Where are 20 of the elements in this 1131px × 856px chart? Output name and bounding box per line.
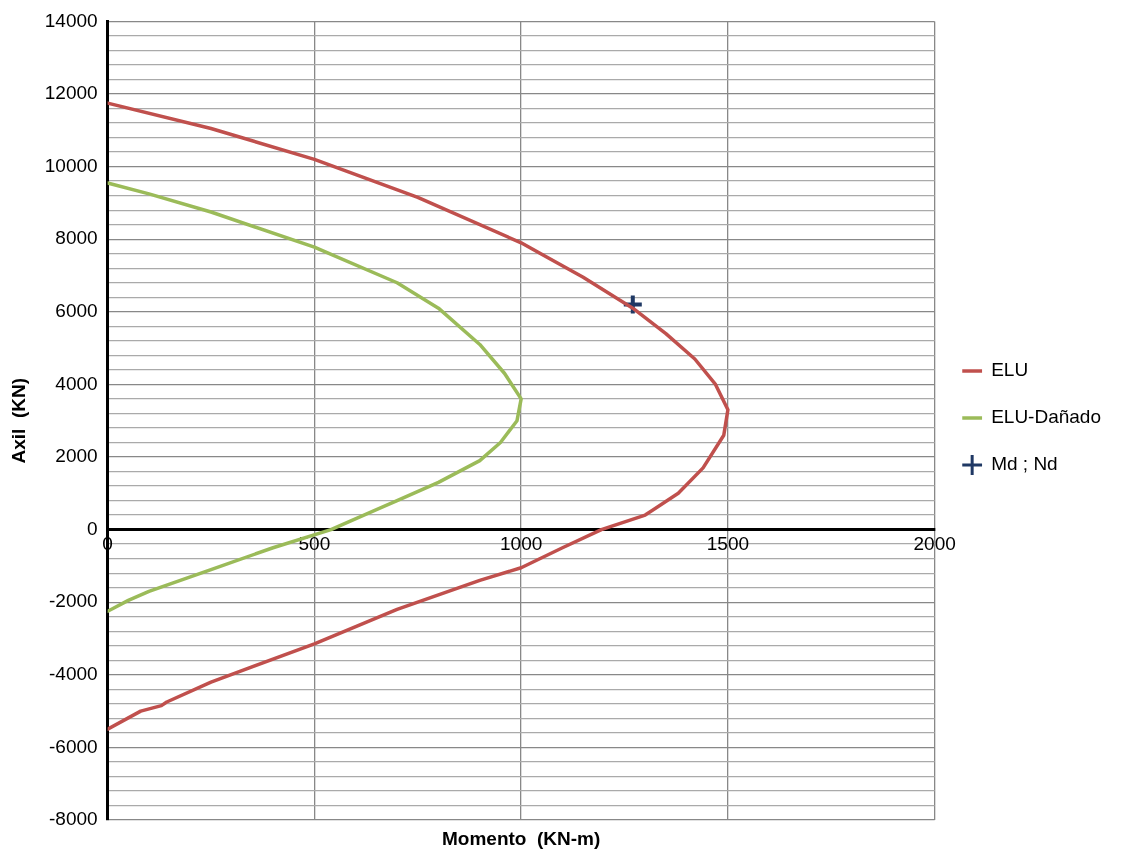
- y-axis-title: Axil (KN): [7, 377, 29, 464]
- y-tick-label: -4000: [49, 663, 98, 685]
- y-tick-label: 6000: [55, 300, 98, 322]
- y-tick-label: -2000: [49, 590, 98, 612]
- y-tick-label: -8000: [49, 808, 98, 830]
- y-tick-label: 0: [87, 517, 98, 539]
- y-tick-label: 2000: [55, 445, 98, 467]
- x-axis-title: Momento (KN-m): [441, 827, 601, 849]
- x-tick-label: 1500: [706, 533, 750, 555]
- legend-label: ELU-Dañado: [991, 406, 1101, 428]
- legend-label: Md ; Nd: [991, 453, 1058, 475]
- x-tick-label: 2000: [913, 533, 956, 555]
- y-tick-label: -6000: [49, 735, 98, 757]
- y-tick-label: 12000: [44, 82, 98, 104]
- x-tick-label: 1000: [500, 533, 543, 555]
- legend-label: ELU: [991, 359, 1029, 381]
- y-tick-label: 10000: [44, 154, 98, 176]
- y-tick-label: 4000: [55, 372, 98, 394]
- y-tick-label: 14000: [44, 9, 98, 31]
- y-tick-label: 8000: [55, 227, 98, 249]
